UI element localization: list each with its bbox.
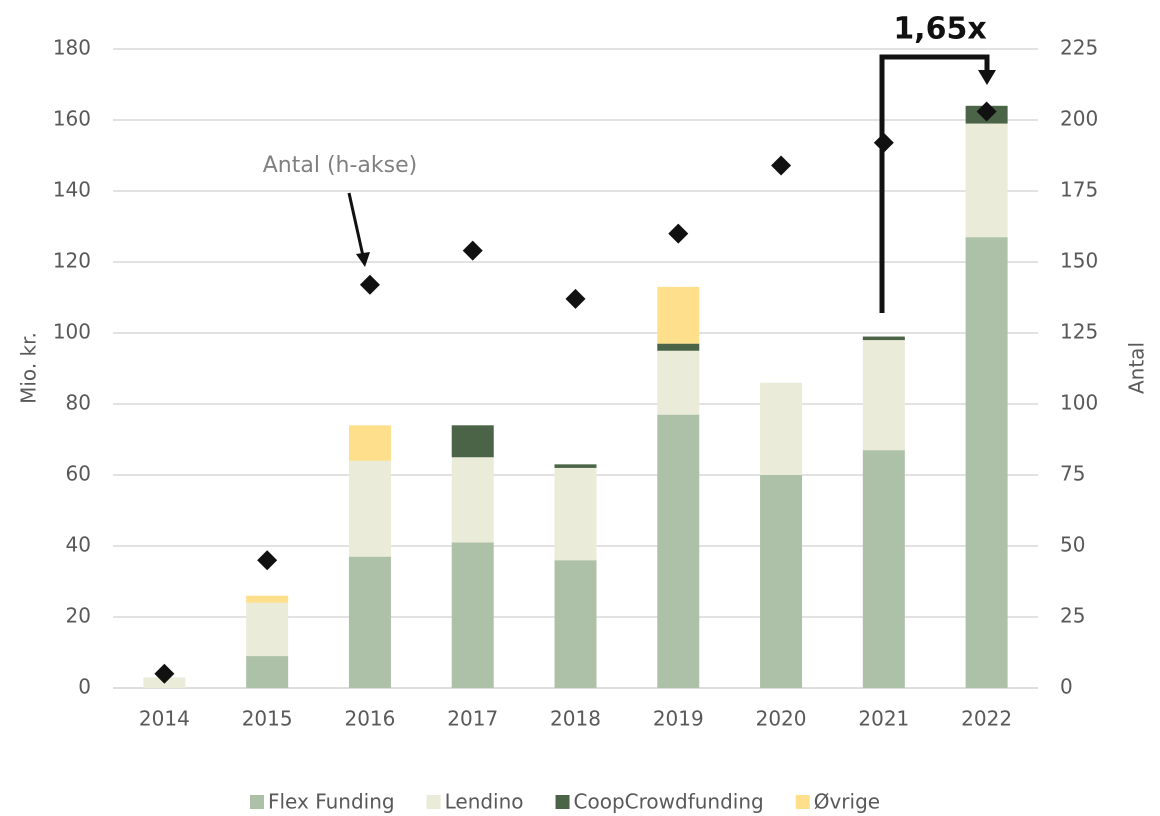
bar-segment	[246, 595, 289, 603]
y2-axis-label: Antal	[1125, 342, 1149, 394]
x-tick-label: 2015	[242, 707, 293, 731]
legend: Flex Funding Lendino CoopCrowdfunding Øvrig…	[250, 790, 880, 814]
point	[462, 240, 483, 261]
x-tick-label: 2018	[550, 707, 601, 731]
point	[257, 550, 278, 571]
y2-tick-label: 200	[1060, 107, 1098, 131]
y2-tick-label: 225	[1060, 36, 1098, 60]
x-tick-label: 2019	[653, 707, 704, 731]
bar-segment	[760, 475, 803, 688]
bar-segment	[246, 602, 289, 657]
point	[154, 663, 175, 684]
bar-segment	[657, 414, 700, 688]
bar-segment	[451, 457, 494, 543]
point	[565, 288, 586, 309]
y-tick-label: 0	[78, 675, 91, 699]
growth-label: 1,65x	[893, 12, 986, 47]
x-tick-label: 2014	[139, 707, 190, 731]
legend-swatch	[795, 795, 810, 809]
x-tick-label: 2021	[858, 707, 909, 731]
point	[976, 101, 997, 122]
y2-tick-label: 50	[1060, 533, 1085, 557]
bar-segment	[657, 286, 700, 344]
y2-tick-label: 125	[1060, 320, 1098, 344]
arrow-head	[978, 70, 996, 85]
bar-segment	[554, 467, 597, 561]
legend-swatch	[555, 795, 570, 809]
y-tick-label: 60	[66, 462, 91, 486]
legend-label: CoopCrowdfunding	[574, 790, 764, 814]
y2-tick-label: 150	[1060, 249, 1098, 273]
point	[771, 155, 792, 176]
bar-segment	[862, 336, 905, 341]
bar-segment	[862, 340, 905, 451]
legend-swatch	[250, 795, 264, 809]
y-tick-label: 80	[66, 391, 91, 415]
y-axis-label: Mio. kr.	[17, 332, 41, 404]
y2-tick-label: 100	[1060, 391, 1098, 415]
growth-bracket	[879, 54, 990, 313]
bar-segment	[657, 350, 700, 415]
bar-segment	[246, 656, 289, 688]
legend-label: Flex Funding	[268, 790, 395, 814]
legend-swatch	[426, 795, 441, 809]
y2-tick-label: 75	[1060, 462, 1085, 486]
bar-segment	[451, 542, 494, 688]
y2-tick-label: 175	[1060, 178, 1098, 202]
y-tick-label: 160	[53, 107, 91, 131]
y2-tick-label: 25	[1060, 604, 1085, 628]
bar-segment	[348, 425, 391, 461]
y-tick-label: 100	[53, 320, 91, 344]
legend-label: Lendino	[445, 790, 524, 814]
points	[154, 101, 997, 684]
y-tick-label: 20	[66, 604, 91, 628]
bar-segment	[965, 237, 1008, 688]
bar-segment	[554, 560, 597, 688]
y-tick-label: 40	[66, 533, 91, 557]
bar-segment	[760, 382, 803, 475]
x-tick-label: 2016	[344, 707, 395, 731]
x-tick-label: 2020	[756, 707, 807, 731]
annotation: Antal (h-akse)	[263, 153, 417, 178]
arrow-head	[356, 252, 370, 267]
x-tick-label: 2017	[447, 707, 498, 731]
bar-segment	[965, 123, 1008, 238]
bar-segment	[348, 556, 391, 688]
bar-segment	[451, 425, 494, 458]
legend-label: Øvrige	[814, 790, 880, 814]
bars	[143, 105, 1008, 688]
y2-tick-label: 0	[1060, 675, 1073, 699]
point	[359, 274, 380, 295]
bar-segment	[554, 464, 597, 468]
annotation-arrow	[347, 192, 365, 257]
bar-segment	[348, 460, 391, 557]
y-tick-label: 180	[53, 36, 91, 60]
x-tick-label: 2022	[961, 707, 1012, 731]
y-tick-label: 120	[53, 249, 91, 273]
bar-segment	[862, 450, 905, 688]
point	[668, 223, 689, 244]
bar-segment	[657, 343, 700, 351]
y-tick-label: 140	[53, 178, 91, 202]
